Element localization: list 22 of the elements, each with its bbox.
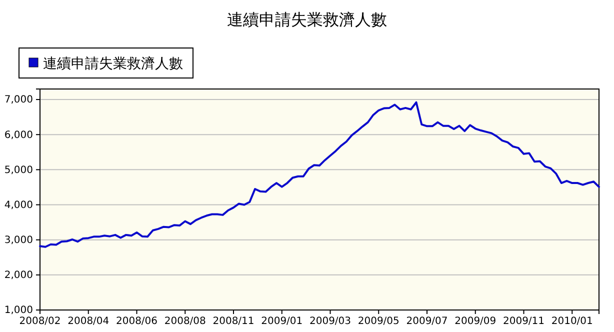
x-tick-label: 2008/02 (19, 316, 61, 328)
y-tick-label: 5,000 (4, 164, 33, 176)
y-tick-label: 7,000 (4, 94, 33, 106)
x-tick-label: 2008/06 (116, 316, 158, 328)
x-tick-label: 2009/07 (406, 316, 448, 328)
y-tick-label: 1,000 (4, 305, 33, 316)
x-tick-label: 2009/01 (261, 316, 303, 328)
y-tick-label: 2,000 (4, 270, 33, 282)
y-tick-label: 6,000 (4, 130, 33, 141)
x-tick-label: 2008/04 (68, 316, 110, 328)
legend-label: 連續申請失業救濟人數 (43, 56, 183, 72)
x-tick-label: 2009/11 (502, 316, 545, 328)
chart-title: 連續申請失業救濟人數 (227, 10, 387, 29)
y-tick-label: 4,000 (4, 200, 33, 211)
x-tick-label: 2008/11 (212, 316, 254, 328)
x-tick-label: 2010/01 (551, 316, 593, 328)
x-tick-label: 2008/08 (164, 316, 206, 328)
x-tick-label: 2009/05 (358, 316, 400, 328)
x-tick-label: 2009/09 (454, 316, 496, 328)
y-tick-label: 3,000 (4, 235, 33, 246)
line-series (39, 101, 600, 248)
x-tick-label: 2009/03 (309, 316, 352, 328)
